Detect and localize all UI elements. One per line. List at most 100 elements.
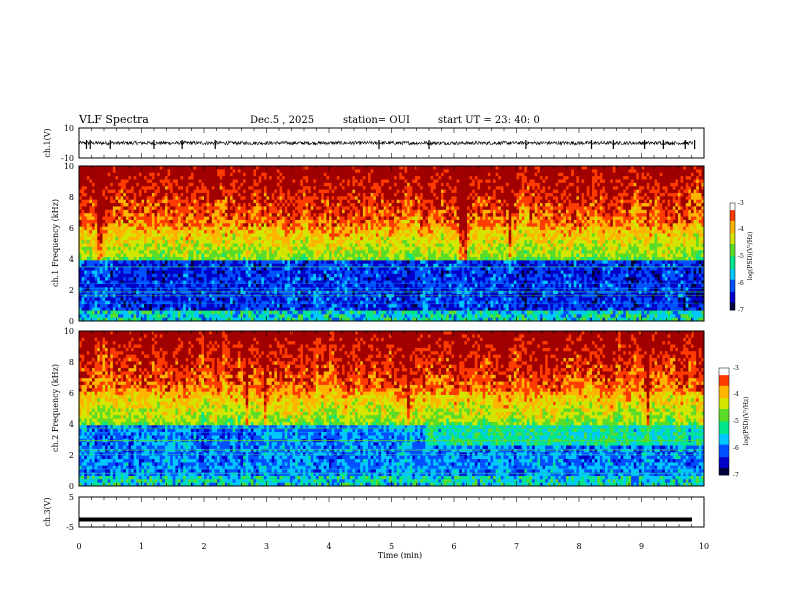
- spec1-cell: [342, 182, 345, 187]
- spec1-cell: [219, 223, 223, 227]
- spec1-cell: [92, 256, 95, 261]
- spec1-cell: [151, 213, 155, 217]
- spec1-cell: [128, 280, 132, 285]
- spec1-cell: [172, 246, 176, 251]
- spec1-cell: [292, 192, 296, 197]
- spec1-cell: [209, 169, 213, 174]
- spec1-cell: [302, 277, 306, 281]
- spec1-cell: [92, 203, 95, 207]
- spec1-cell: [276, 270, 280, 275]
- spec1-cell: [172, 263, 176, 268]
- spec1-cell: [282, 206, 286, 211]
- spec1-cell: [331, 240, 335, 244]
- spec1-cell: [133, 199, 137, 204]
- spec1-cell: [170, 203, 174, 207]
- spec1-cell: [112, 192, 116, 197]
- spec1-cell: [261, 287, 265, 292]
- spec1-cell: [297, 297, 301, 302]
- spec1-cell: [175, 263, 179, 268]
- spec1-cell: [136, 317, 140, 322]
- spec1-cell: [99, 307, 103, 312]
- spec1-cell: [339, 192, 343, 197]
- spec1-cell: [326, 236, 330, 241]
- spec1-cell: [302, 304, 306, 308]
- spec1-cell: [274, 216, 278, 221]
- spec1-cell: [97, 199, 101, 204]
- spec1-cell: [193, 166, 197, 170]
- spec1-cell: [329, 307, 332, 312]
- spec1-cell: [94, 230, 98, 234]
- spec1-cell: [201, 192, 205, 197]
- spec1-cell: [183, 297, 187, 302]
- spec1-cell: [297, 307, 301, 312]
- spec1-cell: [222, 267, 226, 271]
- spec1-cell: [245, 230, 249, 234]
- spec1-cell: [159, 223, 163, 227]
- spec1-cell: [219, 226, 223, 231]
- spec1-cell: [323, 176, 327, 180]
- spec1-cell: [318, 219, 322, 224]
- spec1-cell: [310, 223, 314, 227]
- spec1-cell: [232, 189, 236, 194]
- spec1-cell: [269, 189, 273, 194]
- spec1-cell: [188, 240, 192, 244]
- spec1-cell: [177, 169, 181, 174]
- spec1-cell: [112, 206, 116, 211]
- spec1-cell: [237, 304, 241, 308]
- spec1-cell: [279, 219, 283, 224]
- spec1-cell: [159, 172, 163, 177]
- spec1-cell: [334, 206, 338, 211]
- spec1-cell: [120, 166, 124, 170]
- spec1-cell: [235, 250, 239, 254]
- spec1-cell: [138, 280, 142, 285]
- spec1-cell: [115, 219, 119, 224]
- spec1-cell: [245, 246, 249, 251]
- spec1-cell: [157, 226, 161, 231]
- spec1-cell: [170, 236, 174, 241]
- spec1-cell: [269, 260, 273, 265]
- spec1-cell: [342, 166, 345, 170]
- spec1-cell: [183, 290, 187, 295]
- spec1-cell: [243, 172, 247, 177]
- spec1-cell: [94, 260, 98, 265]
- spec1-cell: [315, 230, 319, 234]
- spec1-cell: [243, 317, 247, 322]
- spec1-cell: [164, 176, 168, 180]
- spec1-cell: [206, 166, 210, 170]
- spec1-cell: [336, 230, 340, 234]
- spec1-cell: [107, 267, 111, 271]
- spec1-cell: [162, 283, 166, 288]
- spec1-cell: [86, 304, 90, 308]
- spec1-cell: [120, 230, 124, 234]
- spec1-cell: [175, 267, 179, 271]
- spec1-cell: [315, 263, 319, 268]
- spec1-cell: [102, 310, 106, 315]
- spec1-cell: [240, 213, 244, 217]
- spec1-cell: [292, 314, 296, 318]
- spec1-cell: [313, 300, 317, 305]
- spec1-cell: [154, 213, 158, 217]
- spec1-cell: [245, 263, 249, 268]
- spec1-cell: [224, 250, 228, 254]
- spec1-cell: [123, 226, 127, 231]
- spec1-cell: [323, 277, 327, 281]
- spec1-cell: [118, 179, 122, 184]
- spec1-cell: [321, 290, 325, 295]
- spec1-cell: [99, 226, 103, 231]
- spec1-cell: [315, 314, 319, 318]
- spec1-cell: [279, 209, 283, 214]
- spec1-cell: [347, 233, 351, 238]
- spec1-cell: [331, 236, 335, 241]
- spec1-cell: [79, 199, 82, 204]
- spec1-cell: [297, 243, 301, 248]
- spec1-cell: [136, 189, 140, 194]
- spec1-cell: [79, 304, 82, 308]
- spec1-cell: [180, 280, 184, 285]
- spec1-cell: [339, 240, 343, 244]
- spec1-cell: [105, 253, 108, 258]
- spec1-cell: [196, 166, 200, 170]
- spec1-cell: [261, 230, 265, 234]
- spec1-cell: [334, 172, 338, 177]
- spec1-cell: [154, 182, 158, 187]
- spec1-cell: [313, 176, 317, 180]
